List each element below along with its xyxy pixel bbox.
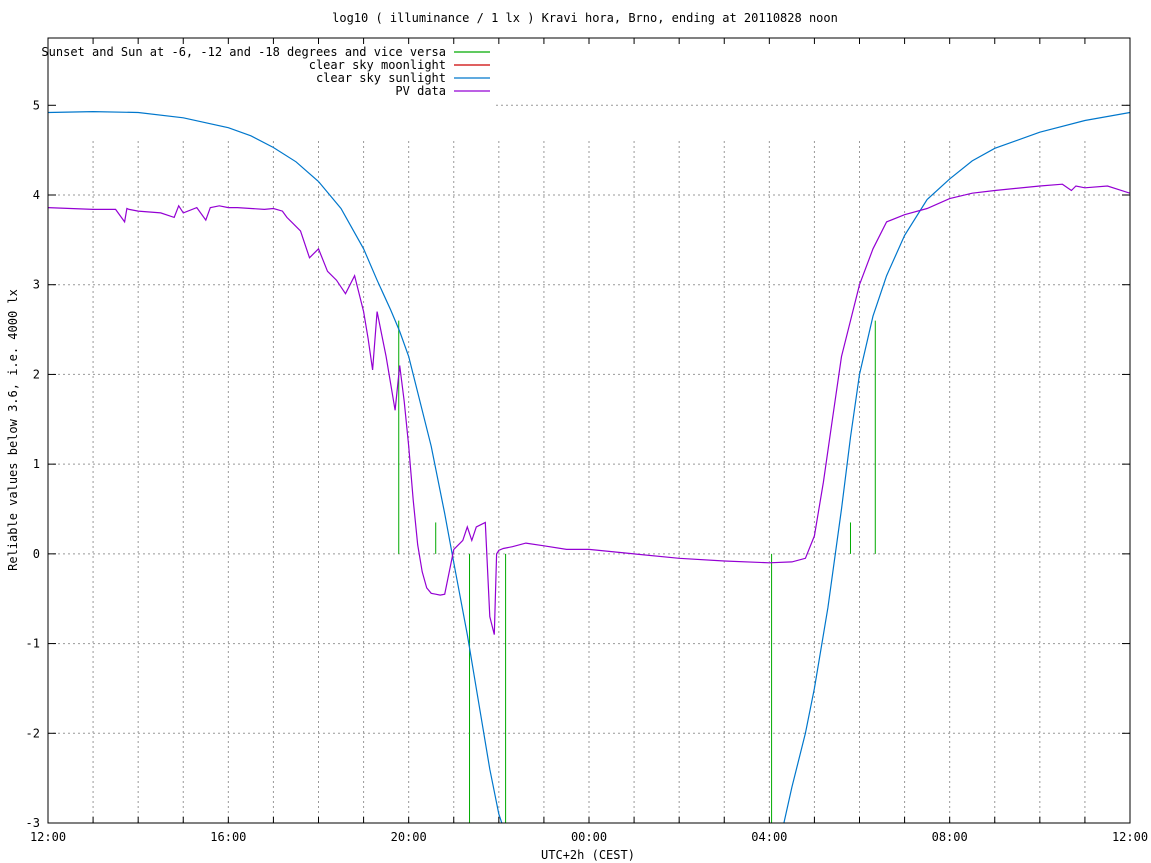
clear-sky-sunlight-line xyxy=(48,110,1130,823)
legend-entry-label: PV data xyxy=(395,84,446,98)
y-tick-label: 1 xyxy=(33,457,40,471)
y-tick-label: 3 xyxy=(33,278,40,292)
chart-title: log10 ( illuminance / 1 lx ) Kravi hora,… xyxy=(332,11,838,25)
plot-series xyxy=(48,110,1130,823)
x-tick-label: 12:00 xyxy=(30,830,66,844)
pv-data-line xyxy=(48,183,1130,635)
legend-entry-label: clear sky moonlight xyxy=(309,58,446,72)
x-tick-label: 04:00 xyxy=(751,830,787,844)
x-tick-label: 08:00 xyxy=(932,830,968,844)
legend-entry-label: Sunset and Sun at -6, -12 and -18 degree… xyxy=(41,45,446,59)
x-axis-label: UTC+2h (CEST) xyxy=(541,848,635,862)
y-tick-label: -2 xyxy=(26,726,40,740)
legend: Sunset and Sun at -6, -12 and -18 degree… xyxy=(41,45,490,98)
y-axis-label: Reliable values below 3.6, i.e. 4000 lx xyxy=(6,289,20,571)
x-tick-label: 20:00 xyxy=(391,830,427,844)
x-tick-label: 16:00 xyxy=(210,830,246,844)
y-tick-label: 0 xyxy=(33,547,40,561)
x-tick-label: 12:00 xyxy=(1112,830,1148,844)
x-tick-label: 00:00 xyxy=(571,830,607,844)
y-tick-label: 2 xyxy=(33,367,40,381)
y-tick-label: 5 xyxy=(33,98,40,112)
axis-ticks: 12:00 16:00 20:00 00:00 04:00 08:00 12:00-3-2-… xyxy=(26,38,1148,844)
plot-frame xyxy=(47,37,1131,824)
grid xyxy=(48,104,1130,823)
legend-entry-label: clear sky sunlight xyxy=(316,71,446,85)
y-tick-label: 4 xyxy=(33,188,40,202)
y-tick-label: -1 xyxy=(26,637,40,651)
y-tick-label: -3 xyxy=(26,816,40,830)
